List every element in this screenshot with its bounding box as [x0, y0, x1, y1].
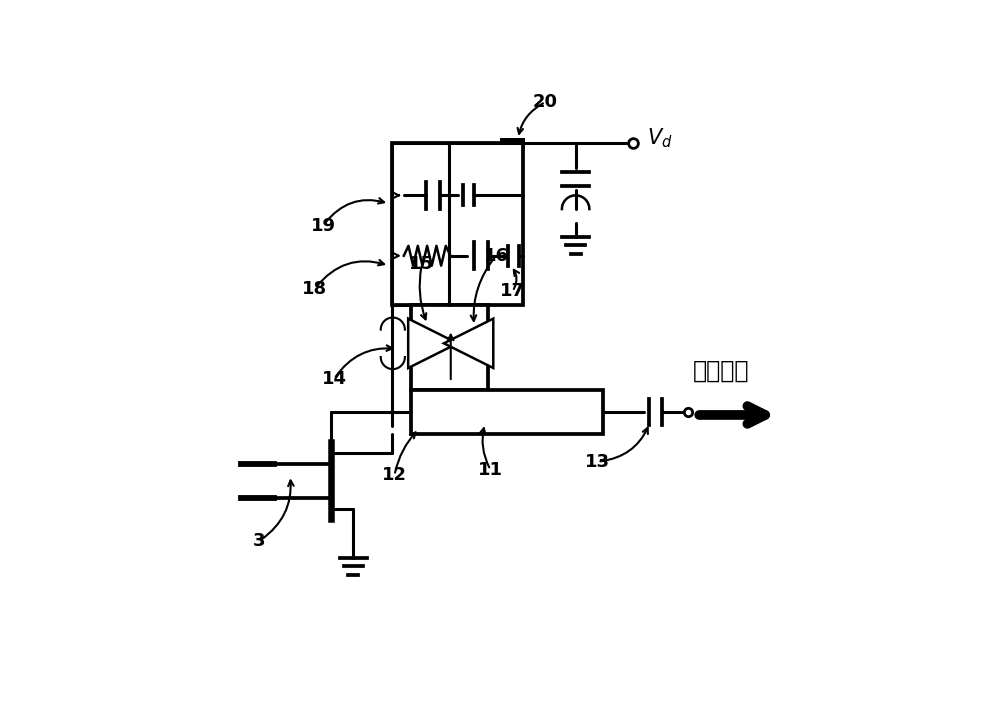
- Text: 射频输出: 射频输出: [693, 359, 749, 383]
- Bar: [411, 390, 603, 434]
- Text: 20: 20: [533, 93, 558, 111]
- Polygon shape: [408, 319, 458, 368]
- Bar: [500, 138, 525, 149]
- Text: 13: 13: [585, 453, 610, 471]
- Text: 11: 11: [478, 461, 503, 479]
- Polygon shape: [444, 319, 493, 368]
- Bar: [411, 305, 488, 390]
- Text: 14: 14: [322, 370, 347, 388]
- Bar: [392, 143, 523, 305]
- Text: 12: 12: [382, 466, 407, 484]
- Text: 3: 3: [253, 532, 265, 550]
- Text: 17: 17: [500, 282, 525, 300]
- Text: 15: 15: [409, 255, 434, 273]
- Text: 16: 16: [484, 247, 509, 265]
- Text: 18: 18: [302, 279, 327, 298]
- Text: $V_d$: $V_d$: [647, 126, 673, 150]
- Text: 19: 19: [311, 217, 336, 235]
